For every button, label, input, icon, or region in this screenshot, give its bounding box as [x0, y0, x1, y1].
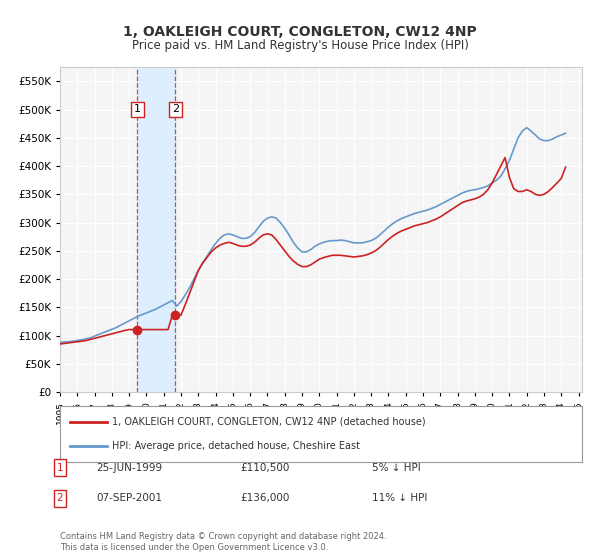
Text: £110,500: £110,500 [240, 463, 289, 473]
Text: 5% ↓ HPI: 5% ↓ HPI [372, 463, 421, 473]
Text: 1: 1 [56, 463, 64, 473]
Text: Price paid vs. HM Land Registry's House Price Index (HPI): Price paid vs. HM Land Registry's House … [131, 39, 469, 52]
Text: 2: 2 [172, 104, 179, 114]
Text: 11% ↓ HPI: 11% ↓ HPI [372, 493, 427, 503]
Text: 2: 2 [56, 493, 64, 503]
Text: £136,000: £136,000 [240, 493, 289, 503]
Text: HPI: Average price, detached house, Cheshire East: HPI: Average price, detached house, Ches… [112, 441, 360, 451]
Text: 07-SEP-2001: 07-SEP-2001 [96, 493, 162, 503]
Text: 25-JUN-1999: 25-JUN-1999 [96, 463, 162, 473]
Text: 1, OAKLEIGH COURT, CONGLETON, CW12 4NP (detached house): 1, OAKLEIGH COURT, CONGLETON, CW12 4NP (… [112, 417, 426, 427]
Text: 1, OAKLEIGH COURT, CONGLETON, CW12 4NP: 1, OAKLEIGH COURT, CONGLETON, CW12 4NP [123, 25, 477, 39]
Text: Contains HM Land Registry data © Crown copyright and database right 2024.: Contains HM Land Registry data © Crown c… [60, 532, 386, 541]
Text: This data is licensed under the Open Government Licence v3.0.: This data is licensed under the Open Gov… [60, 543, 328, 552]
Bar [137, 67, 175, 392]
Text: 1: 1 [134, 104, 141, 114]
